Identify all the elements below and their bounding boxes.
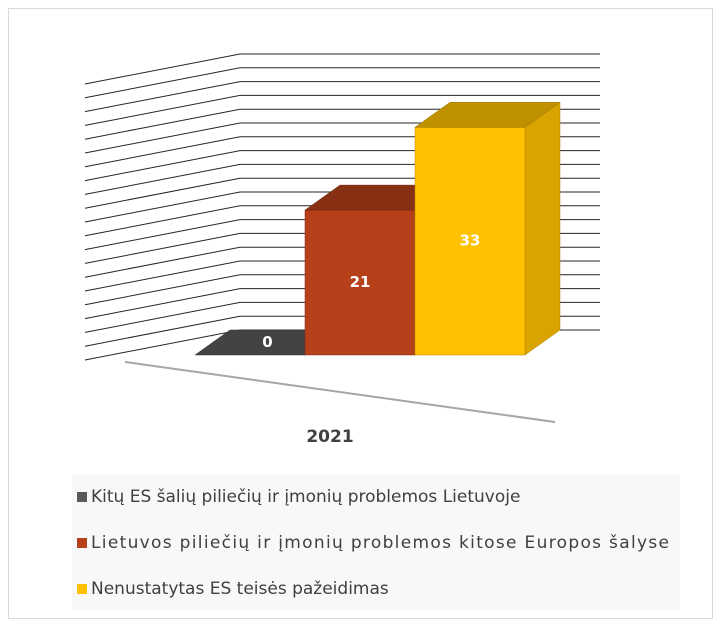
value-label: 21	[350, 273, 371, 291]
grid-line	[84, 94, 600, 126]
value-label: 33	[460, 232, 481, 250]
legend-label: Lietuvos piliečių ir įmonių problemos ki…	[91, 533, 669, 553]
legend-label: Nenustatytas ES teisės pažeidimas	[91, 579, 389, 599]
legend-swatch	[77, 584, 87, 594]
bar-front	[414, 127, 526, 356]
bar-top	[414, 102, 561, 128]
grid-line	[84, 67, 600, 99]
legend-swatch	[77, 538, 87, 548]
bar	[414, 101, 561, 356]
x-tick-label: 2021	[306, 427, 353, 447]
floor-edge	[124, 361, 556, 423]
bar-front	[304, 209, 416, 356]
legend-box	[72, 474, 680, 610]
grid-line	[84, 53, 600, 85]
legend-label: Kitų ES šalių piliečių ir įmonių problem…	[91, 487, 520, 507]
grid-line	[84, 81, 600, 113]
bar-side	[524, 101, 561, 356]
value-label: 0	[262, 333, 272, 351]
legend-swatch	[77, 492, 87, 502]
